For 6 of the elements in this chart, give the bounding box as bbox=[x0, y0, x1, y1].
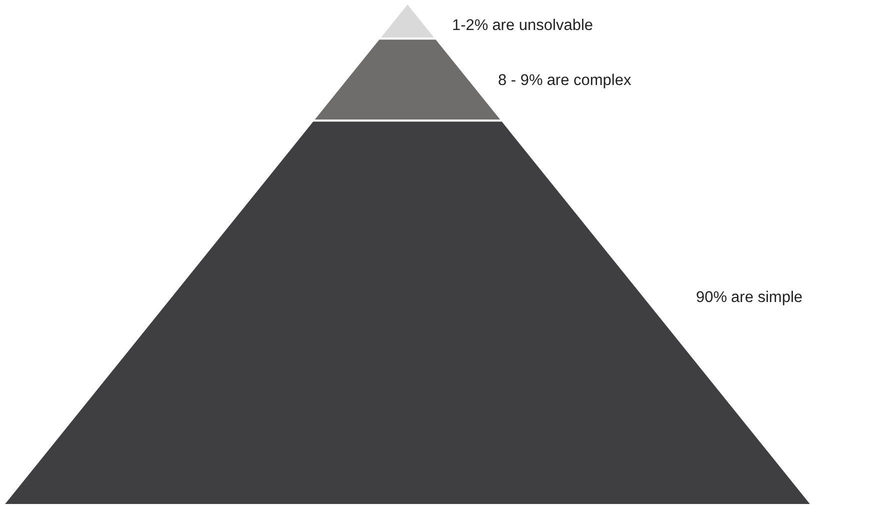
data-label: 90% bbox=[696, 289, 728, 306]
data-label: 1-2% bbox=[452, 17, 488, 34]
category-label: are unsolvable bbox=[492, 17, 594, 34]
category-label: are complex bbox=[546, 72, 632, 89]
category-label: are simple bbox=[731, 289, 803, 306]
data-label: 8 - 9% bbox=[498, 72, 544, 89]
